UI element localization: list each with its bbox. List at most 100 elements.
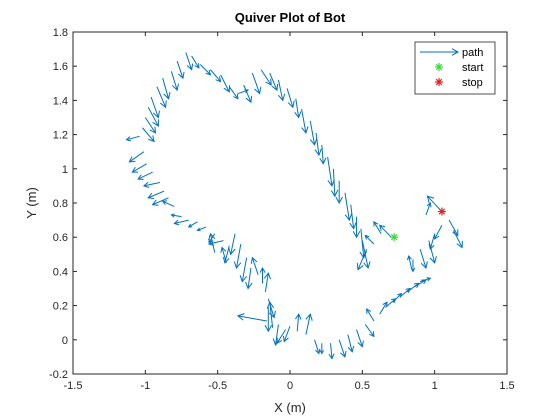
quiver-arrow xyxy=(142,181,160,188)
quiver-arrow xyxy=(208,232,216,253)
y-tick-label: 1.8 xyxy=(53,27,68,39)
quiver-arrow xyxy=(151,197,169,206)
quiver-arrow xyxy=(233,243,242,270)
y-tick-label: 1.2 xyxy=(53,130,68,142)
quiver-arrow xyxy=(330,168,339,198)
quiver-arrow xyxy=(187,221,198,228)
quiver-arrow xyxy=(338,339,347,358)
quiver-arrow xyxy=(419,249,428,269)
y-tick-label: 0.4 xyxy=(53,266,68,278)
quiver-arrow xyxy=(173,219,189,226)
legend-label-path: path xyxy=(462,47,483,59)
quiver-arrow xyxy=(349,204,357,230)
quiver-arrow xyxy=(347,334,355,353)
y-tick-label: 1.4 xyxy=(53,95,68,107)
quiver-arrow xyxy=(170,213,182,218)
legend-path-swatch xyxy=(420,48,460,56)
quiver-arrow xyxy=(319,343,324,355)
legend-label-start: start xyxy=(462,62,483,74)
quiver-arrow xyxy=(147,107,159,127)
quiver-arrow xyxy=(196,226,207,232)
quiver-arrow xyxy=(301,108,309,134)
x-tick-label: -1 xyxy=(140,380,150,392)
quiver-arrow xyxy=(228,233,236,256)
chart-title: Quiver Plot of Bot xyxy=(235,10,346,25)
quiver-arrow xyxy=(128,151,145,163)
y-tick-label: 1.6 xyxy=(53,61,68,73)
quiver-arrow xyxy=(264,307,273,333)
quiver-arrow xyxy=(295,313,302,332)
x-tick-label: 0 xyxy=(287,380,293,392)
quiver-arrow xyxy=(282,325,291,343)
quiver-arrow xyxy=(378,224,392,238)
x-axis-ticks: -1.5 -1 -0.5 0 0.5 1 1.5 xyxy=(64,32,515,392)
quiver-arrow xyxy=(277,79,286,102)
quiver-arrow xyxy=(220,74,230,93)
legend-start-swatch xyxy=(435,63,443,71)
x-tick-label: -0.5 xyxy=(208,380,227,392)
quiver-arrow xyxy=(428,240,437,264)
quiver-arrow xyxy=(251,72,262,95)
x-axis-label: X (m) xyxy=(274,400,306,415)
quiver-arrows xyxy=(125,52,463,360)
quiver-arrow xyxy=(142,127,155,143)
quiver-arrow xyxy=(276,329,287,345)
quiver-arrow xyxy=(210,69,222,83)
x-tick-label: -1.5 xyxy=(64,380,83,392)
quiver-arrow xyxy=(259,266,266,284)
legend: path start stop xyxy=(414,41,496,95)
quiver-arrow xyxy=(228,86,239,100)
quiver-arrow xyxy=(144,117,157,134)
quiver-arrow xyxy=(245,267,253,290)
quiver-arrow xyxy=(243,84,253,104)
quiver-arrow xyxy=(364,324,375,338)
quiver-arrow xyxy=(162,78,171,100)
quiver-arrow xyxy=(294,98,302,119)
y-axis-ticks: -0.2 0 0.2 0.4 0.6 0.8 1 1.2 1.4 1.6 1.8 xyxy=(49,27,507,381)
quiver-arrow xyxy=(314,339,321,355)
quiver-arrow xyxy=(286,88,295,109)
quiver-arrow xyxy=(176,60,185,80)
quiver-arrow xyxy=(147,190,165,199)
quiver-arrow xyxy=(309,120,318,146)
quiver-arrow xyxy=(328,343,335,360)
start-marker xyxy=(390,233,399,242)
quiver-arrow xyxy=(263,272,272,292)
quiver-arrow xyxy=(191,55,200,69)
y-tick-label: -0.2 xyxy=(49,369,68,381)
quiver-arrow xyxy=(156,86,167,109)
quiver-arrow xyxy=(131,163,148,173)
start-stop-markers xyxy=(390,207,446,242)
quiver-arrow xyxy=(250,256,259,275)
quiver-arrow xyxy=(373,220,382,235)
quiver-arrow xyxy=(344,192,353,222)
y-tick-label: 0.6 xyxy=(53,232,68,244)
y-axis-label: Y (m) xyxy=(24,187,39,219)
quiver-arrow xyxy=(352,216,361,239)
quiver-arrow xyxy=(260,69,272,86)
quiver-arrow xyxy=(428,233,436,251)
quiver-arrow xyxy=(366,308,375,322)
quiver-arrow xyxy=(399,287,411,298)
quiver-arrow xyxy=(453,230,463,249)
quiver-arrow xyxy=(434,224,443,240)
quiver-arrow xyxy=(161,200,175,207)
quiver-arrow xyxy=(335,180,343,205)
quiver-arrow xyxy=(239,257,248,283)
quiver-arrow xyxy=(359,228,367,259)
x-tick-label: 1.5 xyxy=(499,380,514,392)
quiver-arrow xyxy=(207,240,224,246)
quiver-arrow xyxy=(185,52,194,71)
y-tick-label: 1 xyxy=(62,164,68,176)
y-tick-label: 0.2 xyxy=(53,301,68,313)
quiver-arrow xyxy=(266,301,275,328)
quiver-arrow xyxy=(305,313,313,335)
quiver-arrow xyxy=(150,96,160,119)
quiver-arrow xyxy=(425,202,432,216)
quiver-arrow xyxy=(137,171,153,180)
quiver-arrow xyxy=(356,329,364,348)
quiver-arrow xyxy=(199,64,212,76)
stop-marker xyxy=(437,207,446,216)
x-tick-label: 0.5 xyxy=(355,380,370,392)
